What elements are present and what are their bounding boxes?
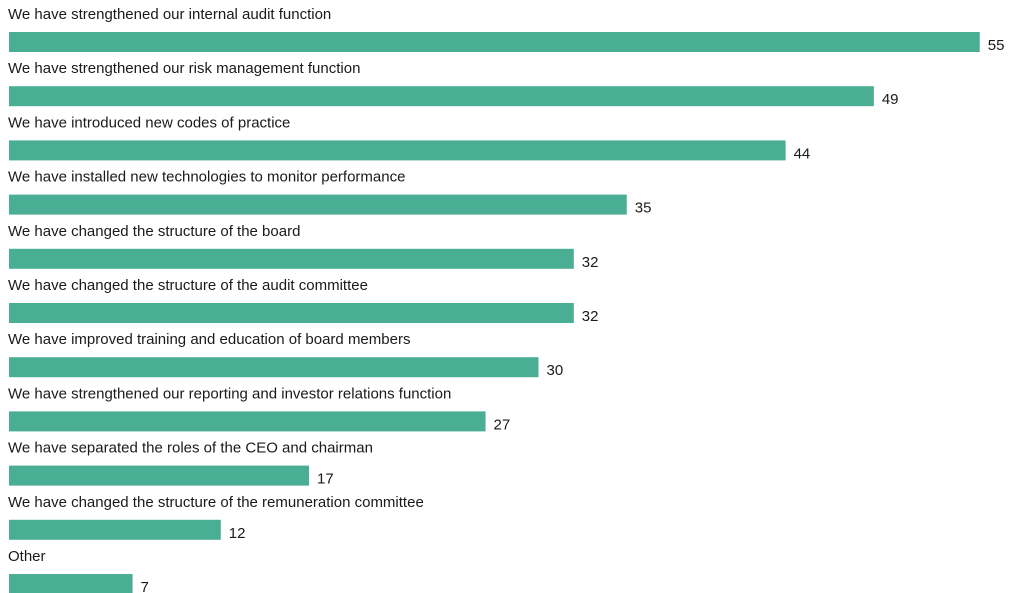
value-label: 27 bbox=[494, 416, 511, 433]
bar bbox=[9, 194, 627, 215]
value-label: 44 bbox=[794, 145, 811, 162]
category-label: We have changed the structure of the aud… bbox=[8, 277, 368, 294]
bar bbox=[9, 140, 786, 161]
bar bbox=[9, 574, 133, 593]
bar bbox=[9, 519, 221, 540]
bar bbox=[9, 32, 980, 52]
value-label: 32 bbox=[582, 254, 599, 271]
value-label: 32 bbox=[582, 308, 599, 325]
category-label: We have installed new technologies to mo… bbox=[8, 169, 405, 186]
category-label: We have changed the structure of the boa… bbox=[8, 223, 300, 240]
category-label: We have strengthened our risk management… bbox=[8, 60, 360, 77]
category-label: We have improved training and education … bbox=[8, 331, 410, 348]
bar bbox=[9, 411, 486, 432]
category-label: We have changed the structure of the rem… bbox=[8, 494, 424, 511]
value-label: 7 bbox=[141, 579, 149, 593]
bar bbox=[9, 303, 574, 323]
bar bbox=[9, 248, 574, 269]
category-label: We have separated the roles of the CEO a… bbox=[8, 440, 373, 457]
category-label: We have strengthened our internal audit … bbox=[8, 6, 331, 23]
bar bbox=[9, 357, 539, 378]
value-label: 35 bbox=[635, 200, 652, 217]
value-label: 12 bbox=[229, 525, 246, 542]
value-label: 49 bbox=[882, 91, 899, 108]
bar bbox=[9, 465, 310, 486]
value-label: 30 bbox=[547, 362, 564, 379]
category-label: Other bbox=[8, 548, 46, 565]
category-label: We have introduced new codes of practice bbox=[8, 114, 290, 131]
value-label: 55 bbox=[988, 37, 1005, 54]
category-label: We have strengthened our reporting and i… bbox=[8, 385, 451, 402]
value-label: 17 bbox=[317, 471, 334, 488]
bar bbox=[9, 86, 874, 107]
